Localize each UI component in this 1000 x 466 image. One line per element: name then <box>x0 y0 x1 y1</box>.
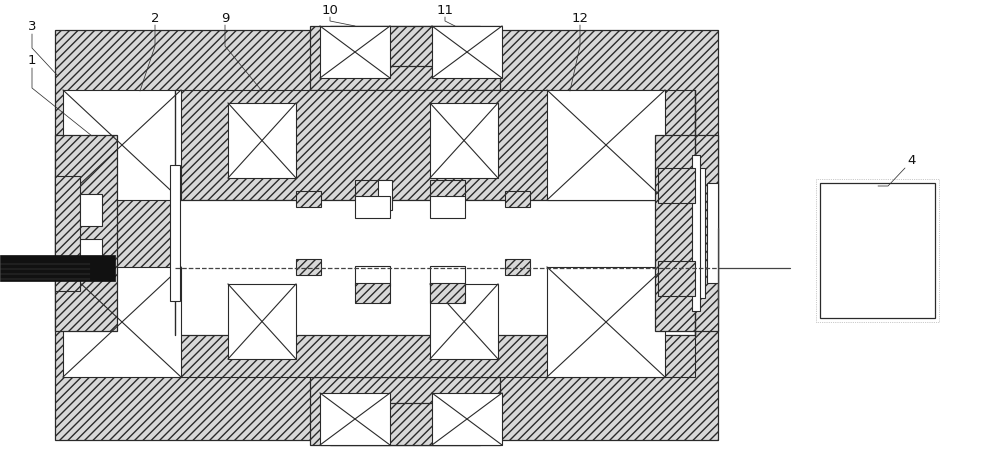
Text: 12: 12 <box>572 12 588 25</box>
Bar <box>310 377 500 445</box>
Bar <box>505 259 530 275</box>
Bar <box>430 196 465 218</box>
Bar <box>378 180 392 210</box>
Bar <box>310 26 500 90</box>
Bar <box>505 191 530 207</box>
Bar <box>175 267 695 377</box>
Bar <box>430 284 498 359</box>
Bar <box>695 168 705 298</box>
Text: 10: 10 <box>322 4 338 16</box>
Bar <box>432 26 502 78</box>
Text: 3: 3 <box>28 20 36 33</box>
Bar <box>175 90 695 200</box>
Bar <box>80 194 102 226</box>
Text: 9: 9 <box>221 12 229 25</box>
Text: 11: 11 <box>436 4 454 16</box>
Bar <box>320 26 390 78</box>
Bar <box>692 155 700 311</box>
Bar <box>658 261 695 296</box>
Bar <box>707 183 718 283</box>
Bar <box>55 30 718 440</box>
Bar <box>330 26 480 66</box>
Bar <box>355 283 390 303</box>
Bar <box>430 103 498 178</box>
Bar <box>658 168 695 203</box>
Bar <box>228 103 296 178</box>
Bar <box>0 255 115 281</box>
Bar <box>330 403 480 445</box>
Bar <box>228 284 296 359</box>
Bar <box>320 393 390 445</box>
Bar <box>296 191 321 207</box>
Bar <box>355 196 390 218</box>
Bar <box>816 179 939 322</box>
Bar <box>655 135 718 331</box>
Bar <box>175 200 695 335</box>
Text: 4: 4 <box>908 155 916 167</box>
Bar <box>432 393 502 445</box>
Bar <box>80 239 102 271</box>
Bar <box>820 183 935 318</box>
Text: 1: 1 <box>28 55 36 68</box>
Bar <box>430 266 465 286</box>
Bar <box>63 267 181 377</box>
Bar <box>430 180 465 200</box>
Bar <box>170 165 180 301</box>
Bar <box>55 176 80 291</box>
Bar <box>355 180 390 200</box>
Text: 2: 2 <box>151 12 159 25</box>
Bar <box>63 90 181 200</box>
Bar <box>296 259 321 275</box>
Bar <box>547 267 665 377</box>
Bar <box>430 283 465 303</box>
Bar <box>55 135 117 331</box>
Bar <box>547 90 665 200</box>
Bar <box>355 266 390 286</box>
